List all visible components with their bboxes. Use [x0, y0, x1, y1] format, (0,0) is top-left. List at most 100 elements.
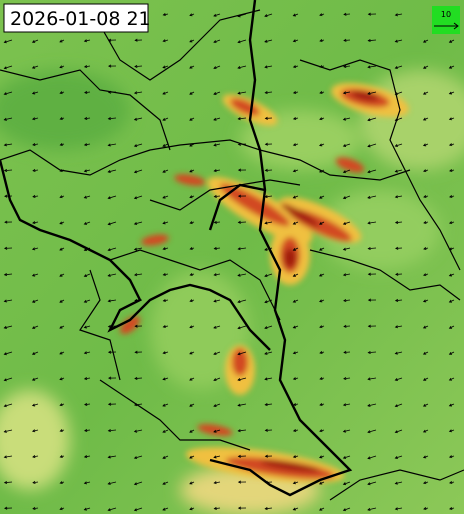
wind-arrow — [32, 39, 39, 43]
wind-arrow-head — [449, 194, 453, 199]
wind-arrow-head — [264, 428, 268, 432]
wind-arrow — [395, 325, 403, 328]
wind-arrow — [264, 247, 273, 251]
wind-arrow — [395, 117, 403, 121]
wind-arrow-head — [292, 143, 297, 147]
wind-arrow-head — [213, 66, 217, 70]
wind-arrow — [343, 169, 351, 173]
wind-arrow-head — [213, 404, 217, 407]
wind-arrow — [367, 455, 377, 459]
wind-arrow — [264, 273, 273, 277]
wind-arrow-head — [189, 403, 193, 407]
wind-arrow-head — [422, 403, 427, 407]
wind-arrow-head — [448, 325, 453, 329]
wind-arrow-head — [319, 376, 323, 380]
wind-arrow — [108, 143, 117, 146]
wind-arrow — [238, 429, 247, 432]
wind-arrow-head — [423, 273, 427, 277]
wind-arrow — [293, 299, 299, 303]
wind-arrow-head — [367, 246, 371, 251]
wind-arrow — [84, 65, 91, 68]
wind-arrow — [108, 195, 117, 199]
wind-arrow-head — [342, 247, 347, 251]
wind-arrow-head — [422, 455, 427, 459]
wind-arrow — [32, 325, 39, 329]
wind-arrow-head — [108, 376, 112, 380]
wind-arrow-head — [367, 170, 371, 174]
wind-arrow-head — [59, 143, 63, 146]
wind-arrow-head — [84, 116, 88, 120]
wind-arrow — [162, 195, 169, 199]
wind-arrow-head — [83, 481, 88, 485]
wind-arrow — [162, 117, 169, 121]
wind-arrow-head — [237, 91, 241, 95]
wind-arrow — [134, 91, 143, 94]
wind-arrow-head — [162, 325, 166, 329]
wind-arrow — [134, 143, 143, 147]
wind-arrow — [135, 299, 143, 301]
wind-arrow-head — [367, 482, 371, 486]
wind-arrow-head — [134, 64, 138, 68]
wind-arrow — [162, 429, 169, 433]
wind-arrow-head — [83, 39, 88, 43]
wind-arrow — [4, 377, 13, 381]
wind-arrow — [84, 377, 91, 380]
wind-arrow-head — [448, 91, 453, 95]
wind-arrow-head — [189, 507, 193, 511]
wind-arrow-head — [108, 64, 112, 68]
wind-arrow-head — [162, 403, 166, 407]
wind-arrow — [4, 39, 13, 43]
wind-arrow-head — [292, 507, 296, 511]
wind-arrow-head — [367, 377, 371, 381]
wind-arrow-head — [292, 169, 297, 173]
wind-arrow-head — [367, 507, 371, 511]
wind-arrow — [265, 403, 273, 406]
wind-arrow-head — [423, 247, 427, 251]
wind-arrow-head — [342, 117, 347, 121]
wind-arrow — [84, 299, 91, 303]
wind-arrow-head — [3, 480, 8, 485]
wind-arrows — [3, 12, 455, 512]
wind-arrow-head — [107, 428, 111, 433]
wind-arrow-head — [367, 456, 371, 460]
wind-arrow-head — [162, 117, 166, 121]
wind-arrow-head — [343, 324, 347, 328]
wind-arrow-head — [213, 143, 217, 147]
wind-arrow-head — [107, 299, 111, 303]
wind-arrow-head — [162, 481, 166, 485]
wind-arrow-head — [367, 12, 371, 16]
wind-arrow-head — [189, 481, 193, 485]
wind-arrow-head — [342, 170, 347, 174]
wind-arrow-head — [31, 326, 36, 329]
wind-arrow-head — [3, 273, 8, 277]
wind-arrow-head — [83, 195, 87, 199]
wind-arrow — [213, 377, 221, 381]
wind-arrow-head — [264, 65, 268, 69]
wind-arrow-head — [394, 13, 399, 17]
wind-arrow-head — [59, 481, 63, 485]
wind-arrow-head — [422, 143, 427, 147]
wind-arrow — [395, 221, 403, 224]
wind-arrow-head — [133, 456, 138, 460]
wind-arrow-head — [31, 377, 36, 381]
wind-arrow-head — [213, 169, 217, 173]
wind-arrow — [108, 429, 117, 432]
wind-arrow-head — [107, 455, 111, 459]
wind-arrow-head — [448, 403, 453, 407]
wind-arrow-head — [343, 64, 347, 69]
wind-arrow-head — [237, 14, 241, 18]
wind-arrow-head — [133, 247, 138, 251]
wind-arrow-head — [134, 38, 138, 42]
wind-arrow — [395, 91, 403, 95]
wind-arrow-head — [32, 221, 36, 225]
wind-arrow-head — [319, 195, 323, 199]
wind-arrow-head — [3, 117, 7, 121]
wind-arrow-head — [107, 481, 111, 485]
wind-arrow — [343, 273, 351, 276]
wind-arrow-head — [237, 66, 241, 70]
wind-arrow-head — [394, 325, 399, 329]
wind-arrow — [395, 39, 403, 43]
wind-arrow-head — [292, 65, 297, 69]
wind-arrow-head — [213, 378, 217, 382]
wind-arrow-head — [422, 351, 427, 355]
